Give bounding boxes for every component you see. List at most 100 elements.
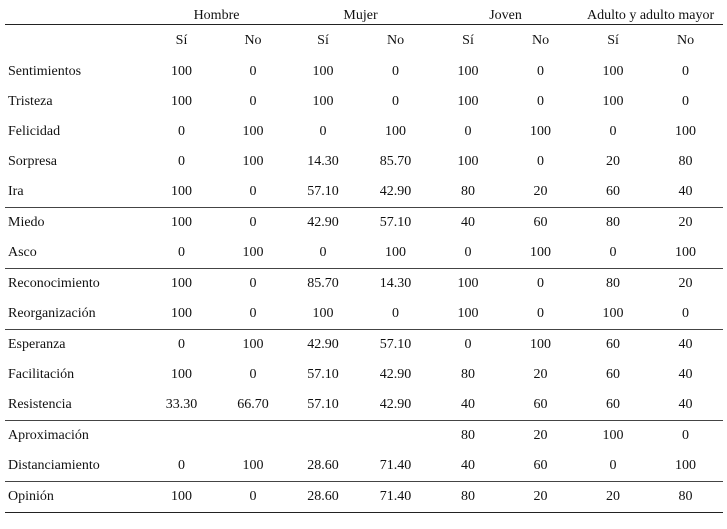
cell: 100	[242, 154, 264, 169]
cell: 60	[533, 458, 548, 473]
cell: 100	[457, 154, 479, 169]
group-header-adulto: Adulto y adulto mayor	[586, 8, 715, 23]
row-label: Tristeza	[8, 94, 53, 109]
subheader-no: No	[503, 24, 579, 57]
cell: 0	[145, 329, 218, 360]
row-label: Ira	[8, 184, 24, 199]
cell: 80	[433, 420, 504, 451]
cell: 57.10	[358, 207, 434, 238]
cell: 0	[537, 94, 545, 109]
cell: 0	[319, 124, 327, 139]
table-row: Opinión 100 0 28.60 71.40 80 20 20 80	[5, 481, 724, 513]
cell: 100	[242, 124, 264, 139]
cell: 42.90	[379, 367, 412, 382]
cell: 100	[503, 329, 579, 360]
cell: 100	[457, 94, 479, 109]
cell: 0	[609, 124, 617, 139]
cell: 20	[648, 207, 724, 238]
cell: 0	[537, 306, 545, 321]
subheader-no: No	[358, 24, 434, 57]
data-table: Hombre Mujer Joven Adulto y adulto mayor…	[5, 8, 724, 513]
subheader-si: Sí	[145, 24, 218, 57]
cell: 0	[178, 245, 185, 260]
subheader-row: Sí No Sí No Sí No Sí No	[5, 24, 724, 57]
cell: 42.90	[288, 207, 359, 238]
cell: 40	[678, 367, 693, 382]
cell: 60	[503, 207, 579, 238]
cell: 14.30	[307, 154, 339, 169]
cell: 33.30	[165, 397, 198, 412]
subheader-empty	[5, 24, 145, 57]
cell: 42.90	[379, 184, 412, 199]
cell: 0	[319, 245, 327, 260]
cell: 100	[171, 64, 192, 79]
cell: 0	[609, 245, 617, 260]
cell: 0	[392, 94, 400, 109]
cell: 20	[533, 367, 548, 382]
cell: 0	[249, 94, 257, 109]
cell: 71.40	[379, 458, 412, 473]
cell: 42.90	[288, 329, 359, 360]
cell: 100	[218, 329, 289, 360]
row-label: Miedo	[5, 207, 145, 238]
table-row: Sentimientos 100 0 100 0 100 0 100 0	[5, 57, 723, 87]
cell: 100	[433, 268, 504, 299]
cell: 100	[171, 306, 192, 321]
group-header-joven: Joven	[489, 8, 522, 23]
cell: 20	[503, 481, 579, 513]
cell: 60	[606, 184, 621, 199]
cell: 85.70	[288, 268, 359, 299]
group-header-mujer: Mujer	[343, 8, 378, 23]
row-label: Esperanza	[5, 329, 145, 360]
cell: 100	[530, 124, 552, 139]
cell: 80	[578, 268, 649, 299]
row-label: Asco	[8, 245, 37, 260]
cell: 0	[218, 481, 289, 513]
cell: 0	[537, 154, 545, 169]
row-label: Facilitación	[8, 367, 75, 382]
cell: 60	[533, 397, 548, 412]
cell	[288, 420, 359, 451]
cell: 100	[578, 420, 649, 451]
cell: 20	[648, 268, 724, 299]
cell: 40	[678, 397, 693, 412]
cell: 0	[218, 268, 289, 299]
cell: 100	[145, 268, 218, 299]
cell: 57.10	[358, 329, 434, 360]
cell: 100	[312, 94, 334, 109]
cell: 100	[457, 306, 479, 321]
cell: 0	[503, 268, 579, 299]
cell: 100	[171, 94, 192, 109]
cell: 100	[242, 458, 264, 473]
cell: 60	[606, 367, 621, 382]
cell: 80	[678, 154, 693, 169]
table-row: Aproximación 80 20 100 0	[5, 420, 724, 451]
cell: 100	[171, 184, 192, 199]
row-label: Resistencia	[8, 397, 72, 412]
row-label: Aproximación	[5, 420, 145, 451]
cell: 20	[606, 154, 621, 169]
row-label: Reconocimiento	[5, 268, 145, 299]
cell: 60	[606, 397, 621, 412]
cell: 100	[675, 245, 697, 260]
subheader-no: No	[218, 24, 289, 57]
cell: 66.70	[237, 397, 269, 412]
cell: 100	[530, 245, 552, 260]
cell: 0	[433, 329, 504, 360]
cell: 0	[218, 207, 289, 238]
row-label: Distanciamiento	[8, 458, 100, 473]
cell: 40	[678, 184, 693, 199]
table-row: Reconocimiento 100 0 85.70 14.30 100 0 8…	[5, 268, 724, 299]
cell: 85.70	[379, 154, 412, 169]
cell: 100	[602, 306, 624, 321]
cell: 100	[602, 64, 624, 79]
cell: 0	[178, 458, 185, 473]
cell	[218, 420, 289, 451]
cell: 20	[503, 420, 579, 451]
cell: 80	[461, 367, 476, 382]
subheader-si: Sí	[288, 24, 359, 57]
cell: 0	[392, 306, 400, 321]
cell: 40	[461, 397, 476, 412]
cell: 0	[682, 64, 690, 79]
row-label: Felicidad	[8, 124, 61, 139]
